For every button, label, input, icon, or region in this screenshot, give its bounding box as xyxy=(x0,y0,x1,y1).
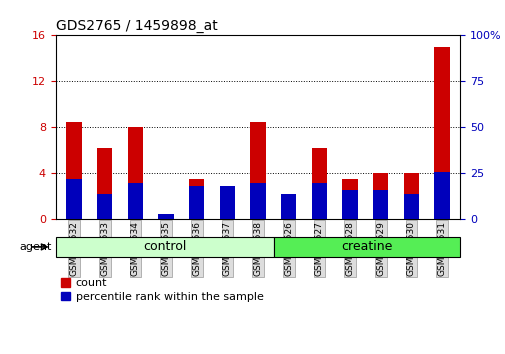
Text: creatine: creatine xyxy=(341,240,392,253)
Bar xyxy=(56,237,273,257)
Bar xyxy=(372,190,388,219)
Bar xyxy=(127,127,143,219)
Bar xyxy=(127,183,143,219)
Bar xyxy=(342,179,357,219)
Bar xyxy=(219,196,235,219)
Bar xyxy=(433,172,449,219)
Bar xyxy=(158,214,173,219)
Bar xyxy=(433,47,449,219)
Bar xyxy=(403,194,418,219)
Bar xyxy=(311,148,326,219)
Bar xyxy=(66,122,82,219)
Bar xyxy=(219,186,235,219)
Bar xyxy=(158,215,173,219)
Bar xyxy=(250,122,265,219)
Bar xyxy=(250,183,265,219)
Bar xyxy=(66,179,82,219)
Text: agent: agent xyxy=(19,242,52,252)
Bar xyxy=(273,237,460,257)
Bar xyxy=(97,148,112,219)
Bar xyxy=(280,194,296,219)
Bar xyxy=(189,186,204,219)
Bar xyxy=(342,190,357,219)
Bar xyxy=(97,194,112,219)
Bar xyxy=(280,196,296,219)
Bar xyxy=(189,179,204,219)
Bar xyxy=(403,173,418,219)
Legend: count, percentile rank within the sample: count, percentile rank within the sample xyxy=(61,278,263,302)
Text: control: control xyxy=(143,240,186,253)
Bar xyxy=(311,183,326,219)
Text: GDS2765 / 1459898_at: GDS2765 / 1459898_at xyxy=(56,19,217,33)
Bar xyxy=(372,173,388,219)
